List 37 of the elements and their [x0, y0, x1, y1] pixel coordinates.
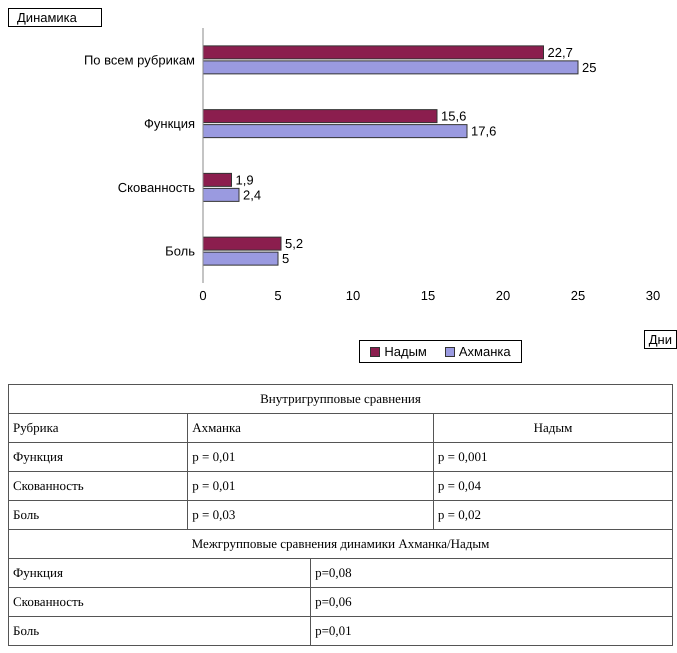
data-label: 1,9: [236, 172, 254, 188]
x-tick-label: 30: [646, 288, 660, 304]
data-label: 2,4: [243, 187, 262, 202]
text: Межгрупповые сравнения динамики Ахманка/Надым: [8, 530, 672, 558]
text: p = 0,02: [433, 500, 672, 530]
x-tick-label: 0: [199, 288, 207, 304]
x-tick-label: 15: [420, 288, 436, 304]
x-tick-label: 20: [496, 288, 510, 304]
x-tick-label: 5: [274, 288, 282, 304]
text: Надым: [433, 414, 672, 442]
text: p = 0,001: [433, 442, 672, 472]
y-tick-label: Скованность: [118, 180, 196, 195]
data-label: 22,7: [548, 44, 573, 60]
x-axis-title: Дни: [644, 330, 677, 349]
y-tick-label: Боль: [165, 244, 196, 259]
text: p = 0,04: [433, 472, 672, 500]
text: Рубрика: [8, 414, 188, 442]
x-tick-label: 25: [570, 288, 586, 304]
text: Внутригрупповые сравнения: [8, 384, 672, 414]
text: p=0,08: [310, 558, 672, 588]
text: Ахманка: [188, 414, 434, 442]
legend-label: Ахманка: [458, 344, 511, 359]
legend-label: Надым: [383, 344, 427, 359]
y-tick-label: Функция: [144, 116, 195, 132]
text: p=0,01: [310, 616, 672, 646]
data-label: 5,2: [285, 236, 304, 252]
text: Динамика: [8, 8, 102, 27]
data-label: 25: [582, 60, 596, 75]
text: p = 0,03: [188, 500, 434, 530]
data-label: 15,6: [441, 108, 466, 124]
text: p = 0,01: [188, 442, 434, 472]
data-label: 17,6: [471, 124, 496, 139]
y-tick-label: По всем рубрикам: [84, 52, 196, 68]
text: p = 0,01: [188, 472, 434, 500]
x-tick-label: 10: [346, 288, 360, 304]
data-label: 5: [282, 251, 290, 266]
text: p=0,06: [310, 588, 672, 616]
